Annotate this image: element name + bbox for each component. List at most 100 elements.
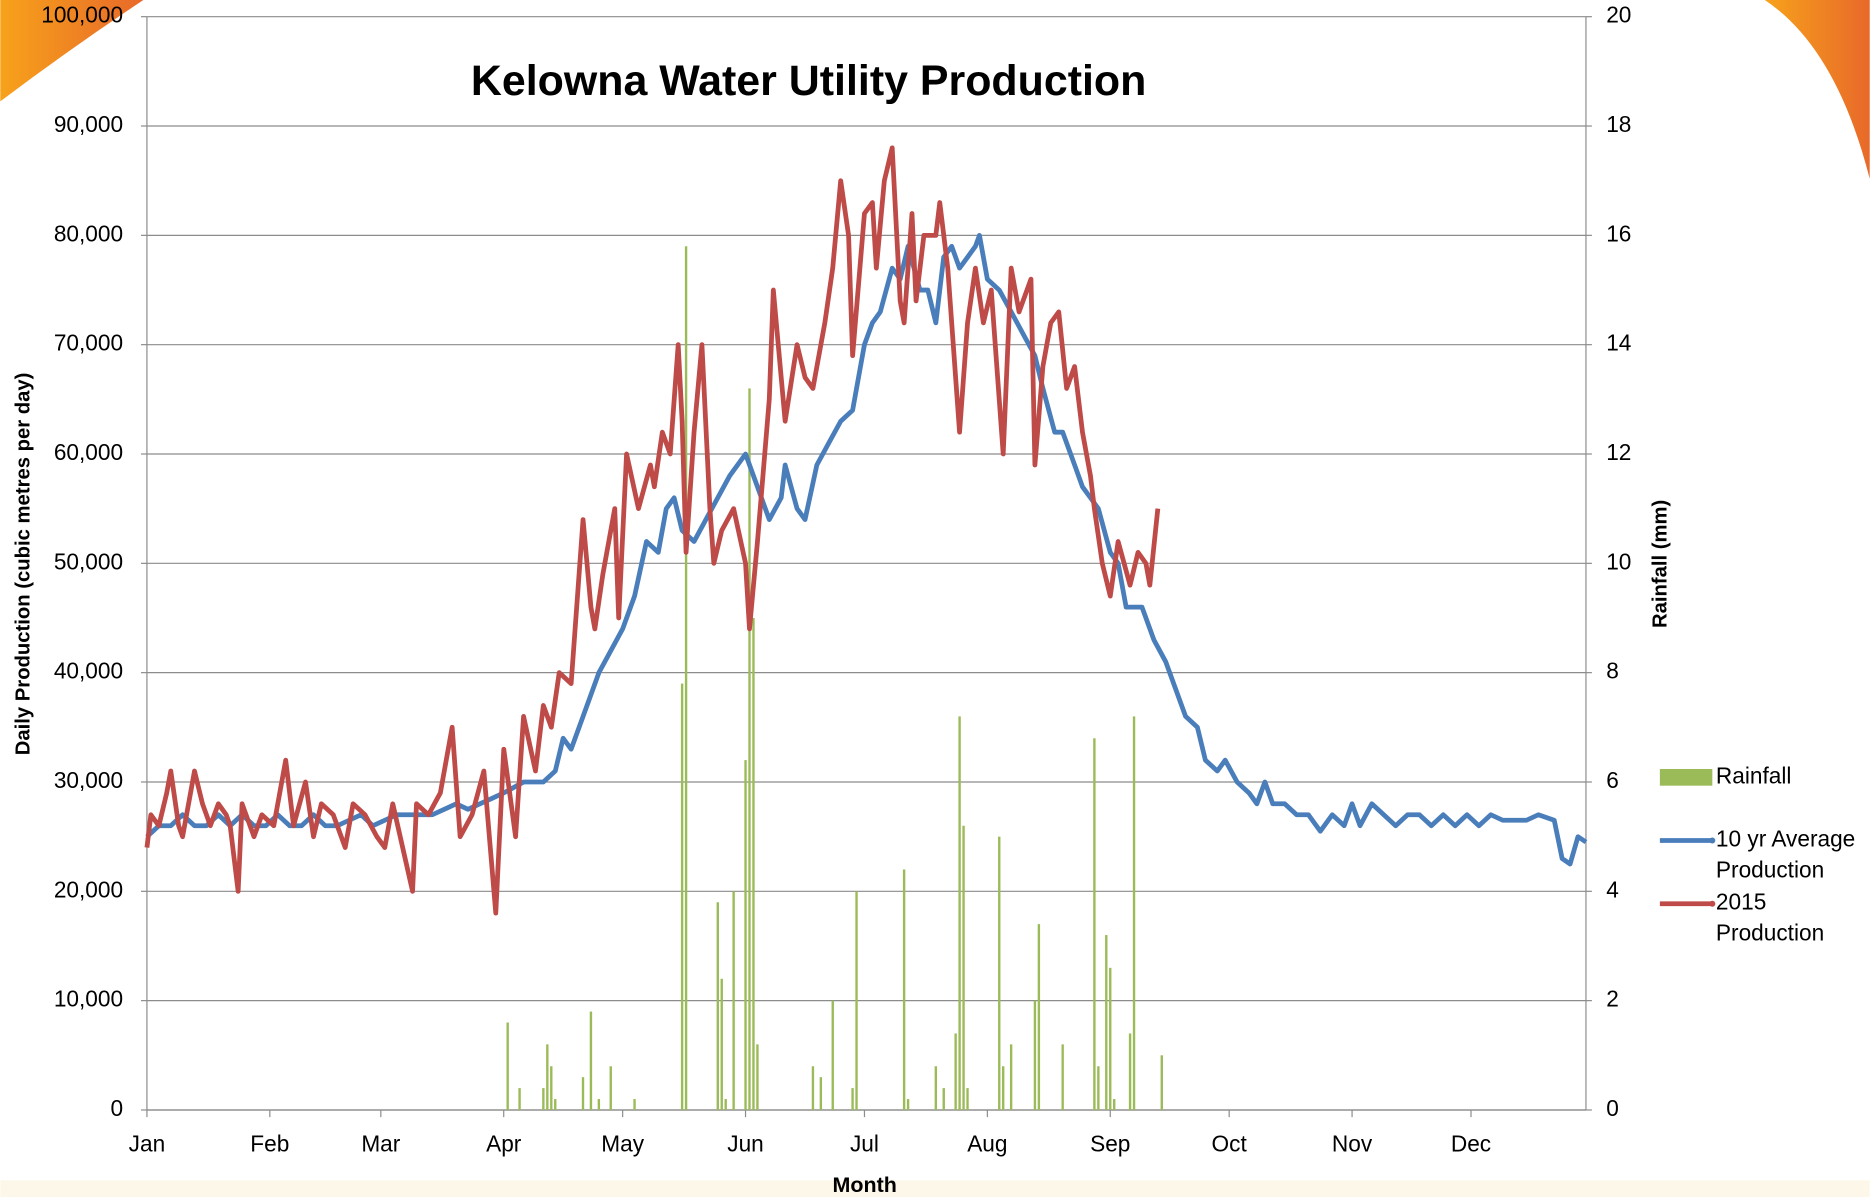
legend-item: Rainfall [1715,764,1792,790]
rain-bar [1033,1000,1037,1110]
decor-swoosh [0,0,144,102]
rain-bar [506,1022,509,1110]
rain-bar [1132,716,1136,1110]
rain-bar [1093,738,1096,1110]
y2-tick-label: 18 [1606,111,1631,137]
x-tick-label: Aug [967,1131,1007,1157]
rain-bar [720,978,723,1110]
y2-axis-title: Rainfall (mm) [1649,500,1671,628]
y-tick-label: 100,000 [41,2,123,28]
rain-bar [831,1000,834,1110]
rain-bar [546,1044,549,1110]
rain-bar [1002,1066,1005,1110]
y-tick-label: 0 [110,1095,123,1121]
y-tick-label: 90,000 [54,111,123,137]
rain-bar [550,1066,553,1110]
y-tick-label: 70,000 [54,330,123,356]
x-tick-label: Jul [850,1131,879,1157]
y-tick-label: 20,000 [54,876,123,902]
rain-bar [1128,1033,1132,1110]
y-axis-title: Daily Production (cubic metres per day) [12,373,34,756]
legend-label: 10 yr Average Production [1715,827,1856,884]
plot-area: 0 10,000 20,000 30,000 40,000 50,000 60,000 70,… [41,2,1631,1157]
y-tick-label: 30,000 [54,767,123,793]
y-tick-label: 80,000 [54,220,123,246]
y2-tick-label: 2 [1606,986,1619,1012]
rain-bar [998,836,1001,1110]
series-line [144,145,1161,916]
rain-bar [597,1099,601,1110]
rain-bar [1061,1044,1064,1110]
rain-bar [518,1088,521,1110]
rain-bar [811,1066,815,1110]
rain-bar [680,683,684,1110]
rain-bar [724,1099,727,1110]
x-tick-label: Oct [1212,1131,1248,1157]
x-axis-title: Month [832,1173,896,1197]
rain-bar [851,1088,854,1110]
x-tick-label: May [601,1131,644,1157]
x-tick-label: Jan [129,1131,166,1157]
rain-bar [716,902,719,1110]
y2-tick-label: 16 [1606,220,1631,246]
rain-bar [744,760,747,1110]
rain-bar [1097,1066,1100,1110]
legend-label: Rainfall [1715,764,1792,790]
x-tick-label: Nov [1332,1131,1373,1157]
x-tick-label: Apr [486,1131,522,1157]
y2-tick-label: 10 [1606,548,1631,574]
series-line [145,232,1588,867]
legend-swatch-dot [1709,837,1716,844]
y2-tick-label: 0 [1606,1095,1619,1121]
rain-bar [1109,967,1112,1110]
legend-label: 2015 Production [1715,890,1825,947]
y-tick-label: 50,000 [54,548,123,574]
rain-bar [934,1066,938,1110]
y2-tick-label: 8 [1606,658,1619,684]
rain-bar [902,869,906,1110]
legend-item: 2015 Production [1715,890,1825,947]
y-tick-label: 60,000 [54,439,123,465]
rain-bar [958,716,961,1110]
rain-bar [1009,1044,1013,1110]
rain-bar [554,1099,557,1110]
rain-bar [906,1099,910,1110]
rain-bar [962,825,965,1110]
rain-bar [542,1088,545,1110]
y2-tick-label: 6 [1606,767,1619,793]
y2-tick-label: 4 [1606,876,1619,902]
legend: Rainfall 10 yr Average Production 2015 Pro… [1659,764,1856,947]
footer-band [0,1180,1870,1197]
legend-swatch [1659,768,1713,786]
rain-bar [1160,1055,1163,1110]
y2-tick-label: 20 [1606,2,1631,28]
rain-bar [954,1033,957,1110]
y-tick-label: 10,000 [54,986,123,1012]
rain-bar [756,1044,759,1110]
rain-bar [1037,924,1041,1110]
rain-bar [1105,935,1108,1110]
rain-bar [966,1088,969,1110]
rain-bar [942,1088,945,1110]
rain-bar [581,1077,585,1110]
legend-item: 10 yr Average Production [1715,827,1856,884]
y2-tick-label: 12 [1606,439,1631,465]
rain-bar [684,246,688,1110]
y2-tick-label: 14 [1606,330,1631,356]
legend-swatch-dot [1709,900,1716,907]
y-tick-label: 40,000 [54,658,123,684]
rain-bar [748,388,751,1110]
x-tick-label: Mar [361,1131,400,1157]
chart-title: Kelowna Water Utility Production [471,57,1146,105]
rain-bar [633,1099,636,1110]
rain-bar [752,617,755,1110]
decor-swoosh [1764,0,1870,179]
rain-bar [732,891,735,1110]
x-tick-label: Sep [1090,1131,1130,1157]
rain-bar [855,891,858,1110]
x-tick-label: Dec [1451,1131,1491,1157]
rain-bar [1113,1099,1116,1110]
rain-bar [589,1011,593,1110]
